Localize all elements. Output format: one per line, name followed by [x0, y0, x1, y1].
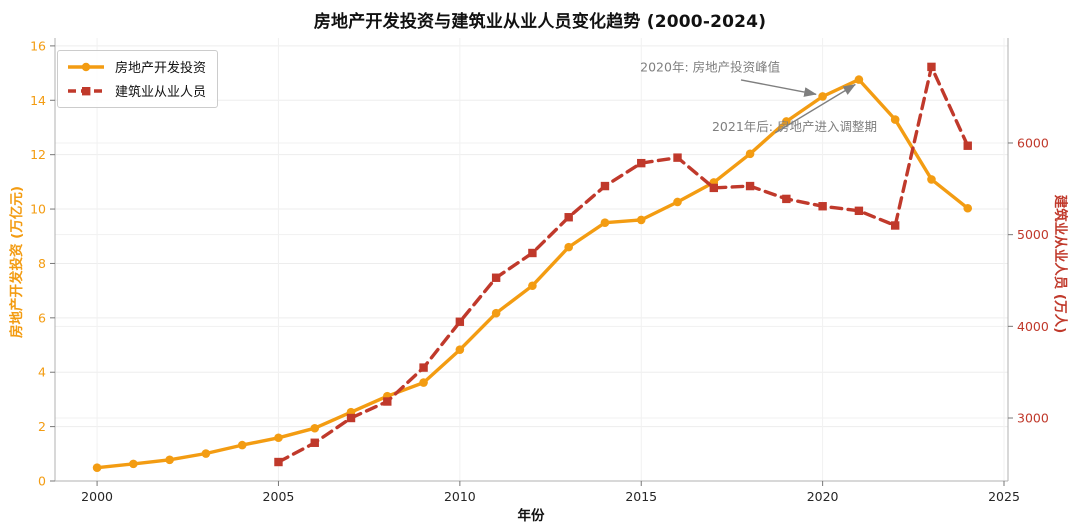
legend-circle-marker — [81, 62, 91, 71]
data-point-marker — [419, 363, 428, 372]
x-tick-label: 2015 — [625, 489, 657, 504]
data-point-marker — [92, 463, 102, 472]
annotation-text: 2021年后: 房地产进入调整期 — [712, 119, 877, 134]
data-point-marker — [927, 62, 936, 72]
data-point-marker — [201, 449, 211, 458]
data-point-marker — [963, 203, 973, 213]
legend-item-employment: 建筑业从业人员 — [67, 81, 206, 100]
data-point-marker — [818, 202, 827, 211]
data-point-marker — [927, 175, 936, 184]
legend-label-employment: 建筑业从业人员 — [115, 85, 207, 100]
data-point-marker — [673, 153, 682, 162]
x-tick-label: 2000 — [81, 489, 113, 504]
data-point-marker — [528, 281, 537, 291]
annotation-arrow — [774, 83, 856, 134]
left-y-tick-label: 6 — [38, 310, 46, 325]
legend-label-investment: 房地产开发投资 — [115, 61, 207, 76]
data-point-marker — [310, 438, 319, 447]
data-point-marker — [854, 75, 864, 84]
legend-dashed-line-sample — [68, 86, 104, 95]
data-point-marker — [890, 115, 900, 124]
data-point-marker — [637, 158, 646, 168]
data-point-marker — [600, 218, 610, 227]
left-y-axis-label: 房地产开发投资 (万亿元) — [9, 185, 25, 339]
data-point-marker — [491, 308, 501, 318]
right-y-tick-label: 5000 — [1017, 227, 1049, 242]
right-y-tick-label: 6000 — [1017, 135, 1049, 150]
data-point-marker — [782, 117, 791, 126]
data-point-marker — [455, 345, 465, 354]
data-point-marker — [274, 433, 283, 443]
annotation-text: 2020年: 房地产投资峰值 — [640, 60, 780, 75]
data-point-marker — [745, 149, 755, 159]
left-y-tick-label: 16 — [30, 38, 46, 53]
left-y-tick-label: 10 — [30, 202, 46, 217]
data-point-marker — [564, 213, 573, 222]
data-point-marker — [745, 181, 755, 191]
x-tick-label: 2020 — [807, 489, 839, 504]
left-y-tick-label: 14 — [30, 93, 46, 108]
x-tick-label: 2025 — [988, 489, 1020, 504]
x-tick-label: 2010 — [444, 489, 476, 504]
right-y-axis-label: 建筑业从业人员 (万人) — [1052, 194, 1068, 334]
data-point-marker — [673, 197, 682, 207]
data-point-marker — [854, 206, 864, 216]
series-line-1 — [276, 65, 970, 464]
data-point-marker — [346, 413, 356, 423]
chart-title: 房地产开发投资与建筑业从业人员变化趋势 (2000-2024) — [313, 12, 767, 32]
right-y-tick-label: 3000 — [1017, 411, 1049, 426]
legend: 房地产开发投资 建筑业从业人员 — [57, 50, 219, 108]
data-point-marker — [818, 92, 827, 101]
series-line-0 — [95, 77, 970, 470]
left-y-tick-label: 0 — [38, 474, 46, 489]
data-point-marker — [383, 397, 392, 406]
left-y-tick-label: 12 — [30, 147, 46, 162]
legend-item-investment: 房地产开发投资 — [67, 57, 206, 76]
data-point-marker — [491, 273, 501, 282]
right-y-tick-label: 4000 — [1017, 319, 1049, 334]
x-tick-label: 2005 — [263, 489, 295, 504]
data-point-marker — [310, 423, 320, 433]
data-point-marker — [963, 141, 972, 150]
data-point-marker — [274, 457, 283, 467]
data-point-marker — [709, 183, 718, 193]
data-point-marker — [636, 215, 646, 225]
legend-square-marker — [82, 86, 91, 95]
data-point-marker — [129, 459, 138, 469]
data-point-marker — [455, 317, 465, 326]
left-y-tick-label: 4 — [38, 365, 46, 380]
data-point-marker — [165, 455, 174, 465]
left-y-tick-label: 8 — [38, 256, 46, 271]
data-point-marker — [890, 221, 900, 230]
annotation-arrow — [740, 79, 817, 97]
x-axis-label: 年份 — [517, 508, 545, 524]
data-point-marker — [528, 248, 537, 258]
legend-solid-line-sample — [68, 62, 104, 71]
data-point-marker — [782, 194, 791, 204]
data-point-marker — [564, 242, 573, 252]
left-y-tick-label: 2 — [38, 419, 46, 434]
data-point-marker — [419, 378, 428, 387]
data-point-marker — [600, 181, 610, 191]
data-point-marker — [237, 440, 247, 450]
